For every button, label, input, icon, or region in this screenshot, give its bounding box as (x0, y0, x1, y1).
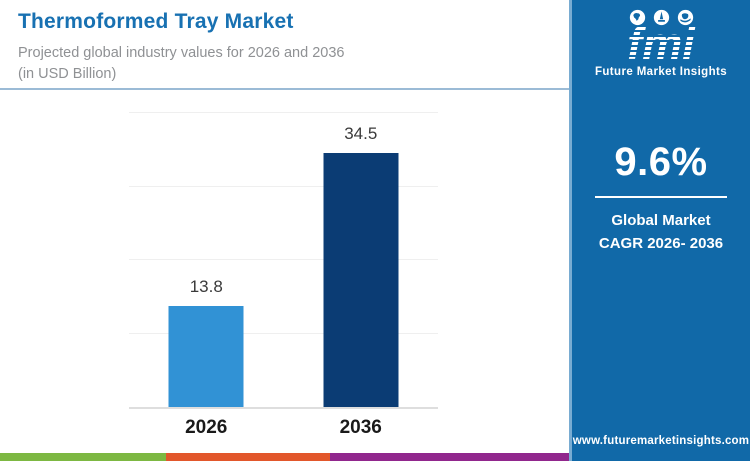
stripe-orange (165, 453, 330, 461)
gridline-40 (129, 112, 438, 113)
bar-2026 (168, 305, 244, 407)
fmi-logo-icons (572, 9, 750, 27)
globe-icon (677, 9, 693, 26)
cagr-label-line-2: CAGR 2026- 2036 (598, 234, 724, 252)
cagr-label-line-1: Global Market (611, 211, 711, 229)
map-icon (629, 9, 645, 26)
stripe-purple (330, 453, 583, 461)
x-tick-label-2026: 2026 (185, 417, 228, 438)
monument-icon (653, 9, 669, 26)
fmi-logo: fmi Future Market Insights (572, 9, 750, 78)
fmi-logo-caption: Future Market Insights (594, 65, 728, 78)
cagr-value: 9.6% (614, 139, 708, 184)
cagr-block: 9.6% Global Market CAGR 2026- 2036 (572, 140, 750, 256)
category-slot-2036: 34.5 2036 (284, 113, 439, 438)
gridline-30 (129, 185, 438, 187)
cagr-label: Global Market CAGR 2026- 2036 (572, 209, 750, 256)
gridline-10 (129, 332, 438, 334)
subtitle: Projected global industry values for 202… (18, 43, 559, 84)
stripe-green (0, 453, 166, 461)
cagr-divider (595, 195, 727, 198)
gridline-20 (129, 259, 438, 260)
subtitle-line-2: (in USD Billion) (18, 65, 117, 82)
header: Thermoformed Tray Market Projected globa… (18, 10, 559, 84)
bar-2036 (323, 153, 399, 407)
sidebar-panel: fmi Future Market Insights 9.6% Global M… (569, 0, 750, 461)
value-label-2036: 34.5 (344, 124, 378, 144)
chart-section: Thermoformed Tray Market Projected globa… (0, 10, 569, 438)
subtitle-line-1: Projected global industry values for 202… (18, 45, 345, 61)
website-link[interactable]: www.futuremarketinsights.com (572, 435, 750, 447)
x-tick-label-2036: 2036 (339, 417, 382, 438)
page-title: Thermoformed Tray Market (18, 10, 294, 33)
bar-chart: 13.8 2026 34.5 2036 (129, 112, 439, 438)
value-label-2026: 13.8 (189, 276, 223, 296)
fmi-logo-text: fmi (572, 21, 750, 65)
category-slot-2026: 13.8 2026 (129, 113, 284, 438)
header-divider (0, 88, 569, 90)
